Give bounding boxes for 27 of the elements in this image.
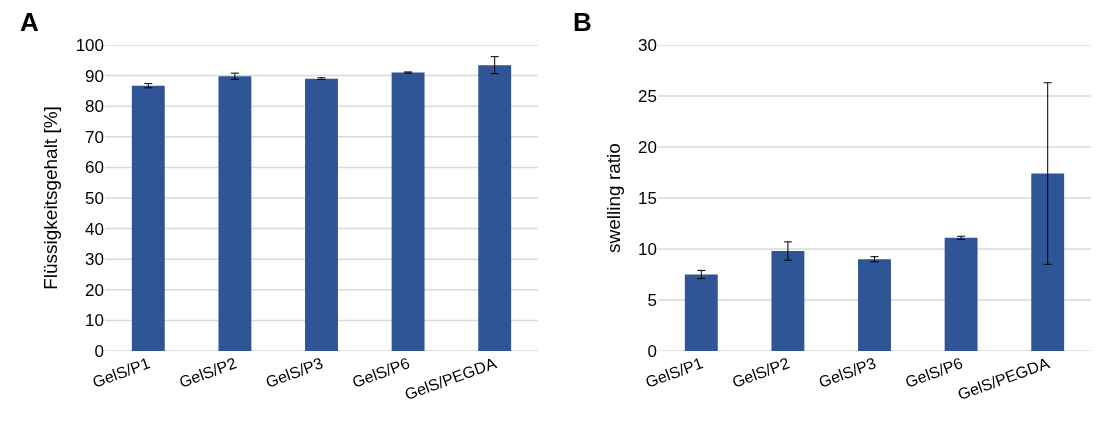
- y-tick-label: 90: [85, 66, 104, 86]
- y-tick-label: 60: [85, 158, 104, 178]
- y-axis-title: Flüssigkeitsgehalt [%]: [40, 106, 62, 290]
- bar: [858, 259, 891, 351]
- y-tick-label: 25: [638, 86, 657, 106]
- y-tick-label: 15: [638, 188, 657, 208]
- text: B: [573, 7, 592, 37]
- y-tick-label: 30: [638, 35, 657, 55]
- bar: [944, 237, 978, 351]
- y-tick-label: 50: [85, 188, 104, 208]
- y-axis-title: swelling ratio: [602, 143, 624, 253]
- y-tick-label: 20: [638, 137, 657, 157]
- bar: [771, 251, 805, 351]
- y-tick-label: 100: [75, 35, 104, 55]
- y-tick-label: 0: [94, 341, 104, 361]
- y-tick-label: 10: [638, 239, 657, 259]
- y-tick-label: 5: [647, 290, 657, 310]
- y-tick-label: 0: [647, 341, 657, 361]
- y-tick-label: 70: [85, 127, 104, 147]
- bar: [684, 274, 718, 351]
- bar: [1031, 173, 1065, 351]
- text: A: [20, 7, 39, 37]
- y-tick-label: 80: [85, 97, 104, 117]
- y-tick-label: 30: [85, 250, 104, 270]
- y-tick-label: 20: [85, 280, 104, 300]
- y-tick-label: 10: [85, 311, 104, 331]
- y-tick-label: 40: [85, 219, 104, 239]
